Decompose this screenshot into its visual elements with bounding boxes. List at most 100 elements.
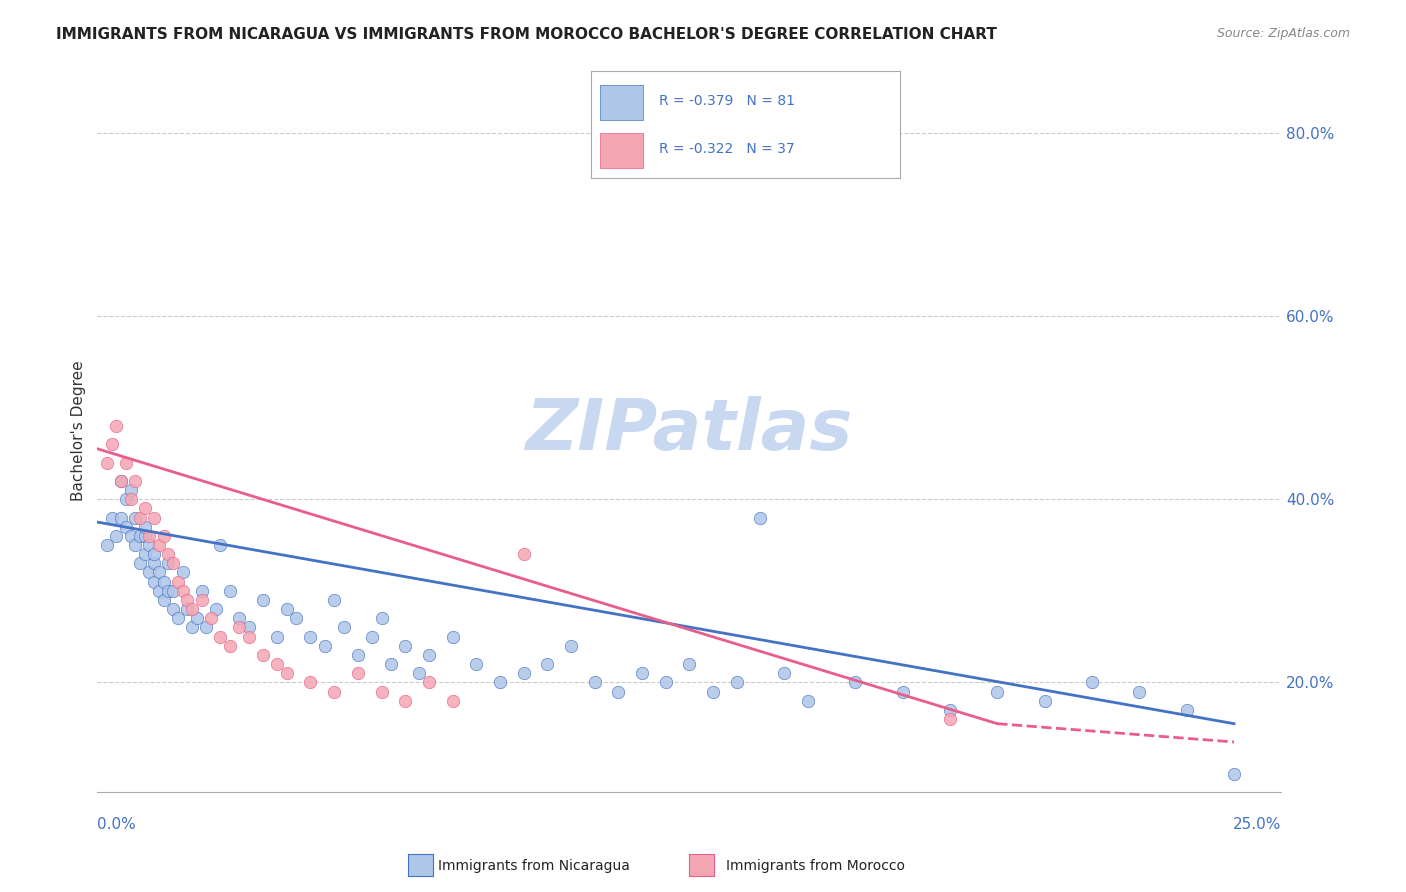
Point: [465, 657, 488, 672]
Point: [162, 583, 184, 598]
Point: [536, 657, 558, 672]
Point: [162, 602, 184, 616]
Point: [167, 611, 190, 625]
Point: [844, 675, 866, 690]
Point: [299, 675, 322, 690]
Point: [394, 639, 416, 653]
Point: [105, 529, 128, 543]
Point: [891, 684, 914, 698]
Point: [114, 456, 136, 470]
Point: [441, 630, 464, 644]
Point: [105, 418, 128, 433]
Point: [114, 519, 136, 533]
Point: [986, 684, 1008, 698]
Point: [176, 602, 198, 616]
Point: [1128, 684, 1150, 698]
Point: [266, 630, 288, 644]
Point: [702, 684, 724, 698]
Point: [725, 675, 748, 690]
Point: [134, 547, 156, 561]
Point: [228, 611, 250, 625]
Point: [1175, 703, 1198, 717]
Text: 0.0%: 0.0%: [97, 817, 136, 832]
Point: [583, 675, 606, 690]
Point: [120, 492, 142, 507]
Text: IMMIGRANTS FROM NICARAGUA VS IMMIGRANTS FROM MOROCCO BACHELOR'S DEGREE CORRELATI: IMMIGRANTS FROM NICARAGUA VS IMMIGRANTS …: [56, 27, 997, 42]
Point: [749, 510, 772, 524]
Point: [266, 657, 288, 672]
Point: [129, 510, 152, 524]
Point: [167, 574, 190, 589]
Text: R = -0.379   N = 81: R = -0.379 N = 81: [658, 95, 794, 108]
Point: [1081, 675, 1104, 690]
Point: [773, 666, 796, 681]
Point: [152, 529, 174, 543]
Point: [380, 657, 402, 672]
Text: Immigrants from Nicaragua: Immigrants from Nicaragua: [439, 859, 630, 872]
Point: [152, 593, 174, 607]
Text: Immigrants from Morocco: Immigrants from Morocco: [725, 859, 905, 872]
Text: R = -0.322   N = 37: R = -0.322 N = 37: [658, 143, 794, 156]
Point: [797, 694, 820, 708]
Point: [678, 657, 700, 672]
Point: [276, 602, 298, 616]
Point: [631, 666, 654, 681]
Point: [134, 501, 156, 516]
Point: [120, 529, 142, 543]
Point: [238, 620, 260, 634]
Point: [1033, 694, 1056, 708]
Point: [148, 566, 170, 580]
Point: [110, 474, 132, 488]
Point: [124, 510, 146, 524]
Point: [418, 648, 440, 662]
Point: [138, 566, 160, 580]
Point: [204, 602, 226, 616]
Point: [190, 593, 212, 607]
Point: [370, 611, 392, 625]
Point: [134, 519, 156, 533]
Point: [441, 694, 464, 708]
Point: [100, 437, 122, 451]
Point: [172, 566, 194, 580]
Point: [361, 630, 384, 644]
Point: [607, 684, 630, 698]
Point: [219, 639, 242, 653]
Point: [181, 602, 204, 616]
Point: [186, 611, 208, 625]
Point: [285, 611, 308, 625]
Point: [347, 648, 370, 662]
Point: [110, 474, 132, 488]
Point: [195, 620, 218, 634]
Point: [148, 538, 170, 552]
Point: [209, 538, 232, 552]
Point: [276, 666, 298, 681]
Point: [512, 666, 534, 681]
Point: [323, 593, 346, 607]
Point: [129, 529, 152, 543]
Point: [332, 620, 354, 634]
Point: [228, 620, 250, 634]
Point: [489, 675, 512, 690]
Point: [157, 547, 180, 561]
Point: [120, 483, 142, 497]
Point: [238, 630, 260, 644]
Point: [172, 583, 194, 598]
Point: [408, 666, 430, 681]
Point: [143, 574, 166, 589]
Point: [143, 557, 166, 571]
Point: [138, 529, 160, 543]
Point: [157, 557, 180, 571]
Point: [299, 630, 322, 644]
Point: [939, 712, 962, 726]
Point: [370, 684, 392, 698]
Point: [100, 510, 122, 524]
Point: [124, 474, 146, 488]
Point: [512, 547, 534, 561]
Point: [143, 510, 166, 524]
Point: [96, 456, 118, 470]
Text: Source: ZipAtlas.com: Source: ZipAtlas.com: [1216, 27, 1350, 40]
Point: [209, 630, 232, 644]
Point: [143, 547, 166, 561]
Point: [96, 538, 118, 552]
FancyBboxPatch shape: [600, 134, 643, 168]
